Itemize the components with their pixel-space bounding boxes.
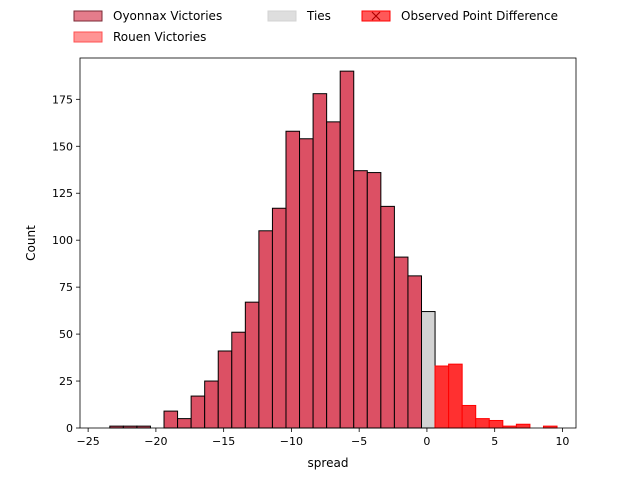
x-tick-label: −20 — [144, 435, 167, 448]
bar-oyonnax-victories-16 — [339, 70, 355, 429]
y-tick-label: 75 — [59, 281, 73, 294]
x-tick-label: −10 — [280, 435, 303, 448]
y-axis-ticks: 0 25 50 75 100 125 150 175 — [52, 93, 80, 435]
y-tick-label: 150 — [52, 140, 73, 153]
y-axis-label: Count — [24, 225, 38, 261]
bar-ties-0 — [421, 311, 436, 429]
bar-oyonnax-victories-5 — [190, 395, 206, 429]
bar-rouen-victories-3 — [475, 418, 490, 429]
legend-swatch-ties — [267, 10, 297, 22]
bar-oyonnax-victories-6 — [204, 380, 219, 429]
plot-frame — [79, 57, 577, 429]
bar-oyonnax-victories-21 — [407, 275, 423, 429]
legend-x-marker — [371, 11, 381, 21]
x-axis-label: spread — [308, 456, 349, 470]
legend-label-ties: Ties — [306, 9, 331, 23]
legend-label-observed-point-difference: Observed Point Difference — [401, 9, 558, 23]
y-tick-label: 125 — [52, 187, 73, 200]
bar-oyonnax-victories-15 — [326, 121, 341, 429]
bar-rouen-victories-6 — [515, 423, 531, 429]
legend-label-oyonnax-victories: Oyonnax Victories — [113, 9, 222, 23]
bar-oyonnax-victories-11 — [271, 207, 287, 429]
legend-swatch-rouen-victories — [73, 31, 103, 43]
x-tick-label: −5 — [351, 435, 367, 448]
x-tick-label: 5 — [491, 435, 498, 448]
x-tick-label: 10 — [555, 435, 569, 448]
y-tick-label: 100 — [52, 234, 73, 247]
bar-oyonnax-victories-20 — [393, 256, 409, 429]
bar-oyonnax-victories-17 — [353, 170, 368, 429]
x-tick-label: −15 — [212, 435, 235, 448]
y-tick-label: 0 — [66, 422, 73, 435]
x-tick-label: 0 — [423, 435, 430, 448]
legend-label-rouen-victories: Rouen Victories — [113, 30, 206, 44]
bar-rouen-victories-1 — [448, 363, 463, 429]
bar-oyonnax-victories-9 — [244, 301, 260, 429]
bar-oyonnax-victories-7 — [217, 350, 233, 429]
legend-swatch-oyonnax-victories — [73, 10, 103, 22]
bar-oyonnax-victories-12 — [285, 130, 301, 429]
bar-oyonnax-victories-3 — [163, 410, 179, 429]
bar-oyonnax-victories-14 — [312, 93, 328, 429]
y-tick-label: 175 — [52, 93, 73, 106]
bar-rouen-victories-4 — [488, 419, 504, 429]
bar-oyonnax-victories-19 — [380, 205, 395, 429]
bar-oyonnax-victories-18 — [366, 172, 382, 429]
bar-oyonnax-victories-10 — [258, 230, 273, 429]
bar-oyonnax-victories-13 — [299, 138, 314, 429]
x-axis-ticks: −25 −20 −15 −10 −5 0 5 10 — [77, 428, 569, 448]
bar-oyonnax-victories-4 — [177, 418, 192, 429]
y-tick-label: 25 — [59, 375, 73, 388]
bar-oyonnax-victories-8 — [231, 331, 246, 429]
y-tick-label: 50 — [59, 328, 73, 341]
x-tick-label: −25 — [77, 435, 100, 448]
bar-rouen-victories-2 — [461, 404, 477, 429]
legend: Oyonnax Victories Ties Observed Point Diff… — [73, 9, 558, 44]
bar-rouen-victories-0 — [434, 365, 450, 429]
bars — [109, 70, 558, 429]
